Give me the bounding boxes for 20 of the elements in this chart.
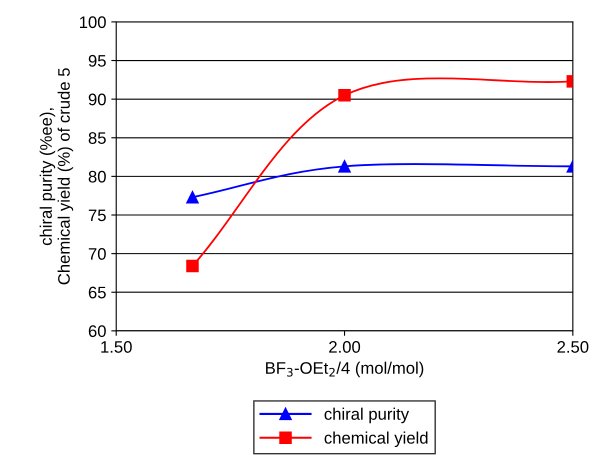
y-tick-label: 95: [88, 54, 106, 67]
point: [186, 190, 199, 204]
x-tick-label: 2.50: [557, 341, 588, 353]
point: [338, 89, 351, 102]
legend-label: chemical yield: [324, 432, 428, 448]
y-tick-label: 80: [88, 170, 106, 183]
y-tick-label: 75: [88, 210, 106, 222]
legend-label: chiral purity: [324, 408, 410, 424]
point: [186, 260, 199, 272]
x-tick-label: 2.00: [329, 341, 360, 353]
x-axis-title: BF$_{3}$-OEt$_{2}$/4 (mol/mol): [266, 362, 424, 378]
y-tick-label: 70: [88, 248, 106, 260]
y-tick-label: 90: [88, 94, 106, 106]
y-tick-label: 65: [88, 286, 106, 298]
y-tick-label: 60: [88, 325, 106, 338]
point: [338, 160, 351, 173]
x-tick-label: 1.50: [101, 341, 132, 353]
y-axis-title: chiral purity (%ee), Chemical yield (%) of crude 5: [40, 68, 74, 284]
y-tick-label: 85: [88, 132, 106, 144]
y-tick-label: 100: [80, 16, 106, 28]
